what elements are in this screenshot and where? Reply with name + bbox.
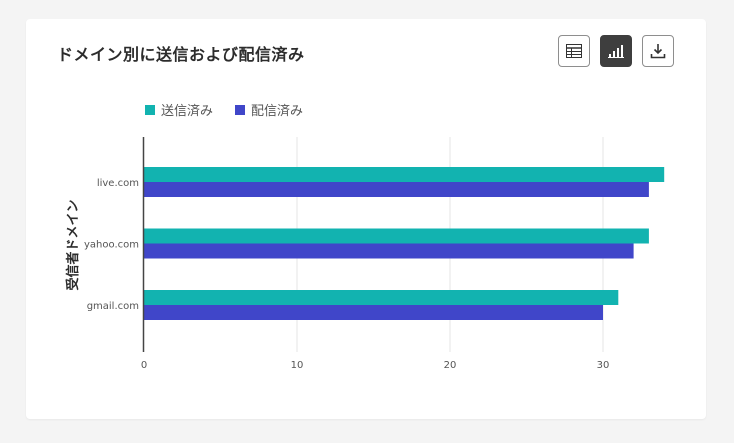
legend-item-sent[interactable]: 送信済み [145, 100, 213, 119]
bars [144, 167, 665, 320]
x-tick-label: 30 [597, 360, 610, 371]
y-axis-label: 受信者ドメイン [65, 199, 81, 290]
y-tick-label: live.com [97, 178, 139, 189]
legend-label-sent: 送信済み [161, 104, 214, 119]
download-icon [650, 44, 666, 59]
legend-item-delivered[interactable]: 配信済み [235, 100, 303, 119]
bar-sent[interactable] [144, 167, 665, 182]
y-tick-label: gmail.com [87, 301, 139, 312]
x-tick-label: 0 [141, 360, 147, 371]
bar-delivered[interactable] [144, 243, 634, 259]
bar-chart: live.com yahoo.com gmail.com 0 10 20 30 受信者ドメ… [65, 137, 665, 371]
table-view-button[interactable] [558, 35, 590, 67]
x-tick-label: 20 [444, 360, 457, 371]
x-tick-labels: 0 10 20 30 [141, 360, 610, 371]
legend-label-delivered: 配信済み [251, 104, 304, 119]
bar-chart-icon [608, 45, 624, 58]
chart-view-button[interactable] [600, 35, 632, 67]
download-button[interactable] [642, 35, 674, 67]
table-icon [566, 44, 582, 58]
chart-title: ドメイン別に送信および配信済み [57, 45, 305, 64]
chart-legend: 送信済み 配信済み [145, 100, 303, 119]
bar-sent[interactable] [144, 290, 619, 305]
x-tick-label: 10 [291, 360, 304, 371]
bar-delivered[interactable] [144, 182, 649, 197]
chart-card: ドメイン別に送信および配信済み 送信済み [26, 19, 706, 419]
legend-swatch-sent [145, 104, 155, 115]
bar-sent[interactable] [144, 228, 649, 244]
y-tick-label: yahoo.com [84, 240, 139, 251]
legend-swatch-delivered [235, 104, 246, 115]
bar-delivered[interactable] [144, 305, 603, 320]
y-tick-labels: live.com yahoo.com gmail.com [84, 178, 139, 312]
